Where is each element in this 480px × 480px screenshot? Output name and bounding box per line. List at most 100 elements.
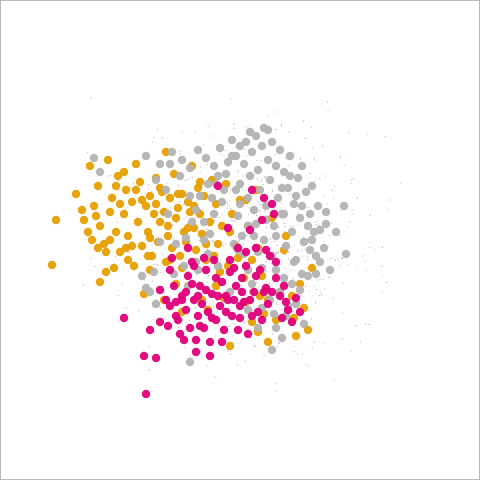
speckle-208 — [207, 163, 209, 165]
speckle-390 — [309, 172, 311, 174]
speckle-560 — [343, 164, 345, 166]
data-point-orange-11 — [107, 193, 117, 203]
data-point-orange-99 — [195, 177, 205, 187]
speckle-3 — [233, 323, 235, 325]
speckle-329 — [278, 342, 280, 344]
speckle-298 — [347, 226, 349, 228]
speckle-468 — [225, 242, 227, 244]
speckle-94 — [365, 269, 367, 271]
speckle-221 — [353, 213, 355, 215]
speckle-454 — [107, 175, 109, 177]
data-point-orange-78 — [93, 243, 103, 253]
speckle-608 — [315, 288, 317, 290]
data-point-orange-22 — [137, 241, 147, 251]
speckle-474 — [259, 203, 261, 205]
data-point-magenta-83 — [237, 287, 247, 297]
data-point-gray-7 — [193, 145, 203, 155]
speckle-443 — [305, 285, 307, 287]
speckle-274 — [368, 247, 370, 249]
data-point-gray-81 — [271, 265, 281, 275]
speckle-61 — [269, 238, 271, 240]
speckle-616 — [156, 263, 158, 265]
data-point-gray-3 — [155, 159, 165, 169]
speckle-634 — [341, 338, 343, 340]
speckle-100 — [230, 98, 232, 100]
data-point-orange-70 — [263, 337, 273, 347]
data-point-magenta-3 — [145, 325, 155, 335]
speckle-460 — [265, 176, 267, 178]
data-point-gray-97 — [179, 261, 189, 271]
speckle-156 — [311, 146, 313, 148]
speckle-42 — [285, 281, 287, 283]
data-point-magenta-27 — [205, 337, 215, 347]
speckle-532 — [208, 265, 210, 267]
speckle-193 — [152, 319, 154, 321]
speckle-376 — [297, 250, 299, 252]
data-point-orange-86 — [95, 277, 105, 287]
data-point-gray-30 — [269, 221, 279, 231]
data-point-gray-21 — [251, 131, 261, 141]
speckle-256 — [339, 235, 341, 237]
speckle-428 — [163, 221, 165, 223]
data-point-magenta-0 — [119, 313, 129, 323]
speckle-551 — [107, 255, 109, 257]
data-point-gray-46 — [301, 187, 311, 197]
data-point-magenta-100 — [247, 311, 257, 321]
speckle-207 — [231, 220, 233, 222]
speckle-416 — [199, 166, 201, 168]
data-point-magenta-8 — [167, 253, 177, 263]
speckle-67 — [310, 126, 312, 128]
speckle-609 — [227, 206, 229, 208]
speckle-260 — [214, 335, 216, 337]
speckle-522 — [319, 178, 321, 180]
data-point-magenta-23 — [197, 299, 207, 309]
data-point-gray-43 — [295, 213, 305, 223]
speckle-451 — [243, 321, 245, 323]
data-point-magenta-14 — [179, 335, 189, 345]
data-point-gray-14 — [235, 179, 245, 189]
speckle-19 — [322, 145, 324, 147]
data-point-magenta-86 — [277, 313, 287, 323]
speckle-198 — [315, 301, 317, 303]
speckle-103 — [228, 326, 230, 328]
data-point-magenta-20 — [191, 335, 201, 345]
speckle-205 — [207, 125, 209, 127]
data-point-magenta-36 — [223, 223, 233, 233]
data-point-gray-94 — [141, 283, 151, 293]
speckle-538 — [197, 303, 199, 305]
data-point-orange-20 — [133, 217, 143, 227]
data-point-magenta-2 — [141, 389, 151, 399]
data-point-gray-22 — [253, 165, 263, 175]
speckle-611 — [300, 295, 302, 297]
speckle-214 — [400, 182, 402, 184]
speckle-165 — [251, 185, 253, 187]
speckle-410 — [212, 240, 214, 242]
data-point-magenta-22 — [195, 281, 205, 291]
data-point-magenta-81 — [189, 261, 199, 271]
speckle-49 — [151, 191, 153, 193]
speckle-378 — [178, 326, 180, 328]
speckle-283 — [109, 175, 111, 177]
data-point-orange-81 — [119, 167, 129, 177]
speckle-175 — [213, 208, 215, 210]
speckle-497 — [334, 186, 336, 188]
speckle-142 — [319, 278, 321, 280]
speckle-200 — [227, 208, 229, 210]
speckle-201 — [227, 235, 229, 237]
series-gray — [89, 123, 351, 367]
speckle-561 — [271, 284, 273, 286]
speckle-263 — [254, 345, 256, 347]
speckle-632 — [206, 248, 208, 250]
speckle-587 — [200, 209, 202, 211]
speckle-412 — [169, 206, 171, 208]
data-point-orange-1 — [51, 215, 61, 225]
speckle-620 — [341, 257, 343, 259]
data-point-gray-24 — [257, 141, 267, 151]
speckle-157 — [333, 379, 335, 381]
speckle-187 — [387, 208, 389, 210]
speckle-592 — [275, 302, 277, 304]
data-point-magenta-42 — [235, 313, 245, 323]
data-point-gray-18 — [245, 171, 255, 181]
speckle-601 — [313, 158, 315, 160]
data-point-orange-98 — [183, 223, 193, 233]
